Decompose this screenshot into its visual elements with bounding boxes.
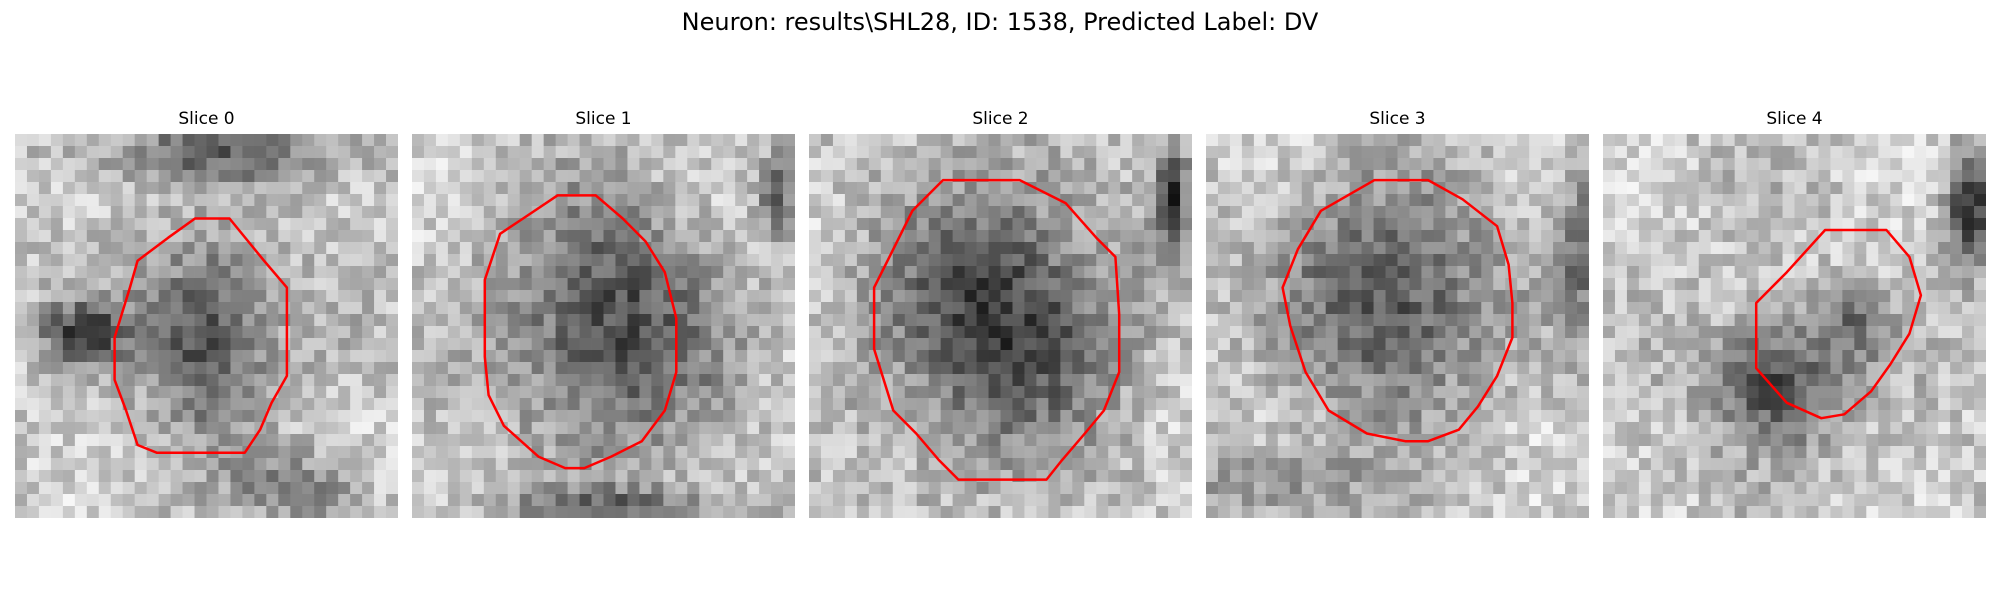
microscopy-slice-image	[809, 134, 1192, 518]
segmentation-contour	[483, 194, 678, 470]
segmentation-contour	[872, 178, 1121, 481]
figure-title: Neuron: results\SHL28, ID: 1538, Predict…	[681, 8, 1319, 36]
microscopy-slice-image	[15, 134, 398, 518]
slice-panel-0: Slice 0	[15, 108, 398, 518]
microscopy-slice-image	[1603, 134, 1986, 518]
slice-panel-3: Slice 3	[1206, 108, 1589, 518]
segmentation-contour	[1754, 228, 1923, 420]
slice-title: Slice 3	[1369, 109, 1426, 129]
slice-panel-1: Slice 1	[412, 108, 795, 518]
slice-panel-2: Slice 2	[809, 108, 1192, 518]
microscopy-slice-image	[412, 134, 795, 518]
slice-title: Slice 1	[575, 109, 632, 129]
segmentation-contour	[113, 217, 289, 454]
slice-title: Slice 2	[972, 109, 1029, 129]
slice-panel-4: Slice 4	[1603, 108, 1986, 518]
slice-title: Slice 0	[178, 109, 235, 129]
microscopy-slice-image	[1206, 134, 1589, 518]
slice-title: Slice 4	[1766, 109, 1823, 129]
segmentation-contour	[1281, 178, 1514, 443]
